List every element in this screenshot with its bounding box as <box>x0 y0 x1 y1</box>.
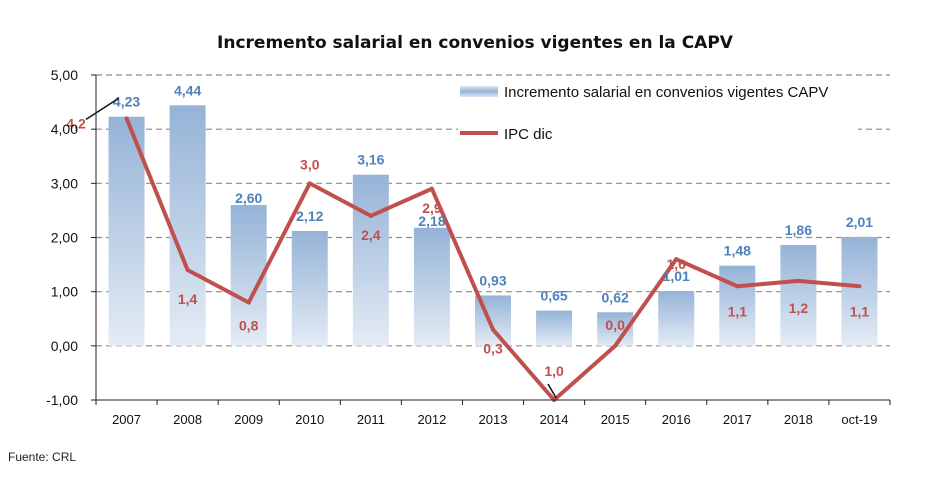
x-tick-label: 2007 <box>112 412 141 427</box>
line-value-label: 0,0 <box>605 317 625 333</box>
data-labels: 4,234,442,602,123,162,180,930,65 0,621,01… <box>66 82 873 399</box>
bar-value-label: 1,48 <box>724 243 751 259</box>
bar-value-label: 4,44 <box>174 82 201 98</box>
x-tick-label: 2013 <box>479 412 508 427</box>
bar <box>108 116 145 346</box>
y-tick-label: 2,00 <box>51 230 78 246</box>
bar-value-label: 0,93 <box>479 272 506 288</box>
line-value-label: 1,1 <box>850 303 870 319</box>
x-tick-label: 2018 <box>784 412 813 427</box>
x-tick-label: 2014 <box>540 412 569 427</box>
line-value-label: 2,9 <box>422 200 442 216</box>
line-value-label: 1,0 <box>544 363 564 379</box>
bar <box>658 291 695 346</box>
legend: Incremento salarial en convenios vigente… <box>458 78 858 158</box>
x-tick-label: 2012 <box>417 412 446 427</box>
line-point <box>124 116 129 121</box>
line-point <box>613 343 618 348</box>
bar-value-label: 2,12 <box>296 208 323 224</box>
chart-title: Incremento salarial en convenios vigente… <box>217 33 734 53</box>
legend-background <box>458 78 858 158</box>
line-value-label: 4,2 <box>66 115 86 131</box>
y-tick-label: -1,00 <box>46 392 78 408</box>
x-tick-label: 2008 <box>173 412 202 427</box>
y-tick-label: 1,00 <box>51 284 78 300</box>
line-value-label: 1,1 <box>728 303 748 319</box>
legend-bar-label: Incremento salarial en convenios vigente… <box>504 84 828 101</box>
line-value-label: 0,3 <box>483 341 503 357</box>
line-value-label: 2,4 <box>361 227 381 243</box>
x-tick-label: 2016 <box>662 412 691 427</box>
line-value-label: 1,2 <box>789 300 809 316</box>
line-point <box>429 186 434 191</box>
bar <box>780 245 817 346</box>
y-tick-label: 5,00 <box>51 67 78 83</box>
bar-value-label: 1,86 <box>785 222 812 238</box>
line-point <box>246 300 251 305</box>
x-tick-label: oct-19 <box>841 412 877 427</box>
line-point <box>491 327 495 332</box>
bar-value-label: 4,23 <box>113 94 140 110</box>
line-value-label: 0,8 <box>239 318 259 334</box>
line-point <box>674 257 679 262</box>
bar-value-label: 0,65 <box>540 288 567 304</box>
x-tick-label: 2011 <box>357 412 385 427</box>
bar <box>841 236 878 346</box>
x-tick-label: 2009 <box>234 412 263 427</box>
line-point <box>368 213 373 218</box>
bar <box>352 174 389 346</box>
leader-line <box>547 383 557 399</box>
x-tick-label: 2017 <box>723 412 752 427</box>
line-series <box>124 116 862 402</box>
line-point <box>796 278 801 283</box>
bar <box>169 105 206 346</box>
legend-bar-swatch <box>460 86 498 97</box>
bar <box>413 227 450 346</box>
line-point <box>735 284 740 289</box>
bar-value-label: 2,01 <box>846 214 873 230</box>
line-point <box>307 181 312 186</box>
x-tick-label: 2015 <box>601 412 630 427</box>
line-value-label: 1,6 <box>666 256 686 272</box>
line-point <box>185 268 190 272</box>
y-tick-label: 4,00 <box>51 121 78 137</box>
bar-value-label: 0,62 <box>602 289 629 305</box>
line-point <box>857 284 862 289</box>
leader-line <box>85 97 119 120</box>
axes: 5,00 4,00 3,00 2,00 1,00 0,00 -1,00 2007 2008 200… <box>46 67 891 427</box>
y-tick-label: 0,00 <box>51 338 78 354</box>
bar <box>291 231 328 346</box>
bar-value-label: 2,60 <box>235 190 262 206</box>
bar-value-label: 3,16 <box>357 152 384 168</box>
bar-value-label: 2,18 <box>418 213 445 229</box>
x-tick-label: 2010 <box>295 412 324 427</box>
line-value-label: 3,0 <box>300 156 320 172</box>
y-tick-label: 3,00 <box>51 175 78 191</box>
bar <box>536 310 573 346</box>
legend-line-label: IPC dic <box>504 126 553 143</box>
bar-value-label: 1,01 <box>663 268 690 284</box>
line-value-label: 1,4 <box>178 291 198 307</box>
source-note: Fuente: CRL <box>8 450 76 464</box>
